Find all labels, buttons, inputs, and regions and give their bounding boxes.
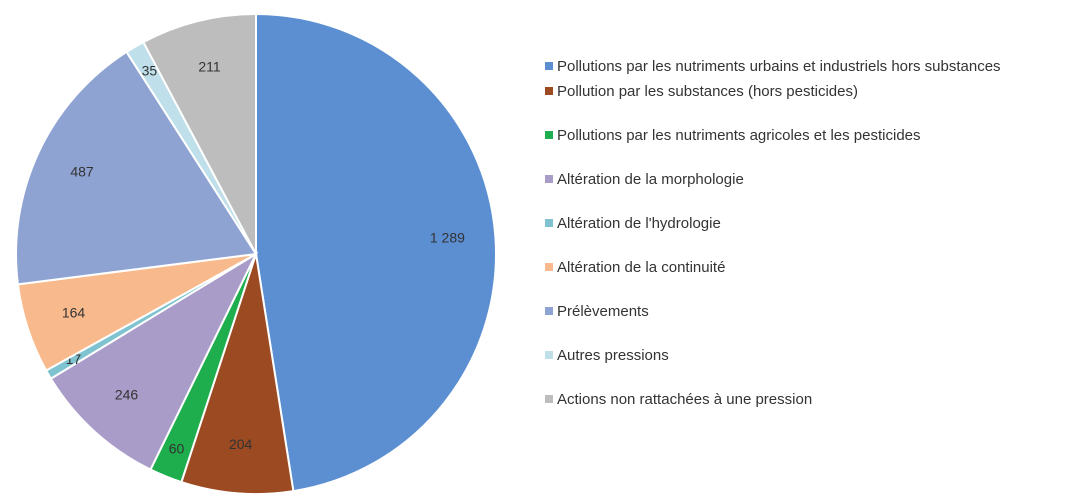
- legend-label: Actions non rattachées à une pression: [557, 391, 813, 408]
- legend-label: Autres pressions: [557, 347, 669, 364]
- data-label: 487: [70, 163, 94, 179]
- legend-swatch: [545, 175, 553, 183]
- data-label: 1 289: [430, 230, 465, 246]
- legend-label: Prélèvements: [557, 303, 649, 320]
- pie-slice: [15, 50, 258, 286]
- legend-swatch: [545, 307, 553, 315]
- legend-item: Altération de l'hydrologie: [545, 213, 1075, 234]
- legend-swatch: [545, 395, 553, 403]
- data-label: 164: [62, 304, 86, 320]
- legend-swatch: [545, 131, 553, 139]
- legend-swatch: [545, 87, 553, 95]
- legend-swatch: [545, 219, 553, 227]
- pie-slice: [141, 12, 257, 255]
- pie-slice: [49, 251, 259, 471]
- legend: Pollutions par les nutriments urbains et…: [545, 56, 1075, 433]
- legend-swatch: [545, 263, 553, 271]
- legend-swatch: [545, 62, 553, 70]
- pie-slice: [255, 12, 497, 493]
- legend-label: Altération de l'hydrologie: [557, 215, 721, 232]
- legend-label: Pollution par les substances (hors pesti…: [557, 83, 858, 100]
- legend-item: Pollution par les substances (hors pesti…: [545, 81, 1075, 102]
- pie-slice: [180, 253, 295, 495]
- legend-label: Altération de la morphologie: [557, 171, 744, 188]
- legend-swatch: [545, 351, 553, 359]
- data-label: 211: [198, 58, 221, 74]
- legend-item: Prélèvements: [545, 301, 1075, 322]
- legend-label: Pollutions par les nutriments agricoles …: [557, 127, 921, 144]
- legend-label: Altération de la continuité: [557, 259, 726, 276]
- data-label: 60: [169, 440, 185, 456]
- data-label: 35: [142, 62, 158, 78]
- data-label: 204: [229, 436, 253, 452]
- legend-item: Pollutions par les nutriments agricoles …: [545, 125, 1075, 146]
- legend-item: Altération de la continuité: [545, 257, 1075, 278]
- legend-item: Pollutions par les nutriments urbains et…: [545, 56, 1075, 77]
- legend-item: Autres pressions: [545, 345, 1075, 366]
- legend-item: Actions non rattachées à une pression: [545, 389, 1075, 410]
- data-label: 246: [115, 386, 139, 402]
- legend-item: Altération de la morphologie: [545, 169, 1075, 190]
- legend-label: Pollutions par les nutriments urbains et…: [557, 58, 1001, 75]
